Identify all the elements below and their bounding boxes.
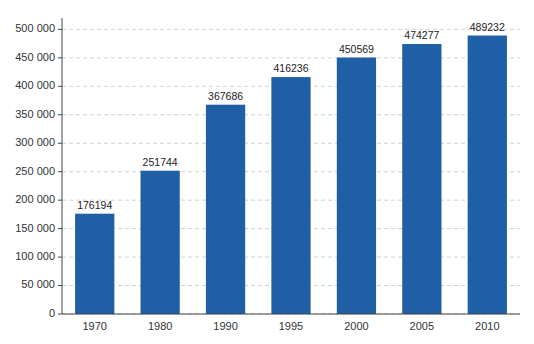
y-tick bbox=[58, 314, 62, 315]
x-tick-label: 2010 bbox=[475, 320, 499, 332]
y-tick bbox=[58, 86, 62, 87]
y-tick-label: 450 000 bbox=[15, 51, 55, 63]
y-axis: 0 50 000 100 000 150 000 200 000 250 000 300 0… bbox=[15, 18, 62, 319]
y-tick-label: 400 000 bbox=[15, 79, 55, 91]
grid bbox=[62, 29, 520, 314]
bars bbox=[75, 36, 507, 314]
bar bbox=[468, 36, 507, 314]
y-tick bbox=[58, 228, 62, 229]
y-tick bbox=[58, 200, 62, 201]
bar bbox=[271, 77, 310, 314]
y-tick bbox=[58, 171, 62, 172]
y-tick-label: 200 000 bbox=[15, 193, 55, 205]
y-tick-label: 50 000 bbox=[21, 278, 55, 290]
x-tick-label: 1970 bbox=[82, 320, 106, 332]
data-label: 176194 bbox=[77, 199, 112, 211]
y-tick bbox=[58, 143, 62, 144]
grid-line bbox=[62, 57, 520, 58]
y-tick-label: 250 000 bbox=[15, 165, 55, 177]
y-tick-label: 350 000 bbox=[15, 108, 55, 120]
bar bbox=[206, 105, 245, 314]
x-axis: 1970 1980 1990 1995 2000 2005 2010 bbox=[62, 314, 520, 332]
x-tick-label: 2000 bbox=[344, 320, 368, 332]
data-label: 367686 bbox=[208, 90, 243, 102]
grid-line bbox=[62, 29, 520, 30]
y-tick bbox=[58, 57, 62, 58]
y-tick bbox=[58, 114, 62, 115]
bar bbox=[75, 214, 114, 314]
y-tick bbox=[58, 29, 62, 30]
chart-container: 0 50 000 100 000 150 000 200 000 250 000 300 0… bbox=[0, 0, 534, 344]
data-label: 474277 bbox=[404, 29, 439, 41]
x-tick-label: 1995 bbox=[279, 320, 303, 332]
data-labels: 176194 251744 367686 416236 450569 474277 4892… bbox=[77, 21, 505, 211]
grid-line bbox=[62, 314, 520, 315]
y-tick bbox=[58, 285, 62, 286]
data-label: 416236 bbox=[273, 62, 308, 74]
bar bbox=[337, 58, 376, 314]
y-tick-label: 300 000 bbox=[15, 136, 55, 148]
y-axis-line bbox=[62, 18, 63, 314]
bar bbox=[402, 44, 441, 314]
data-label: 489232 bbox=[470, 21, 505, 33]
data-label: 251744 bbox=[143, 156, 178, 168]
x-tick-label: 2005 bbox=[410, 320, 434, 332]
y-tick-label: 100 000 bbox=[15, 250, 55, 262]
x-tick-label: 1990 bbox=[213, 320, 237, 332]
y-tick-label: 0 bbox=[49, 307, 55, 319]
y-tick-label: 500 000 bbox=[15, 22, 55, 34]
y-tick bbox=[58, 257, 62, 258]
x-tick-label: 1980 bbox=[148, 320, 172, 332]
x-axis-line bbox=[62, 314, 520, 315]
y-tick-label: 150 000 bbox=[15, 222, 55, 234]
data-label: 450569 bbox=[339, 43, 374, 55]
bar bbox=[141, 171, 180, 314]
chart-svg: 0 50 000 100 000 150 000 200 000 250 000 300 0… bbox=[0, 0, 534, 344]
